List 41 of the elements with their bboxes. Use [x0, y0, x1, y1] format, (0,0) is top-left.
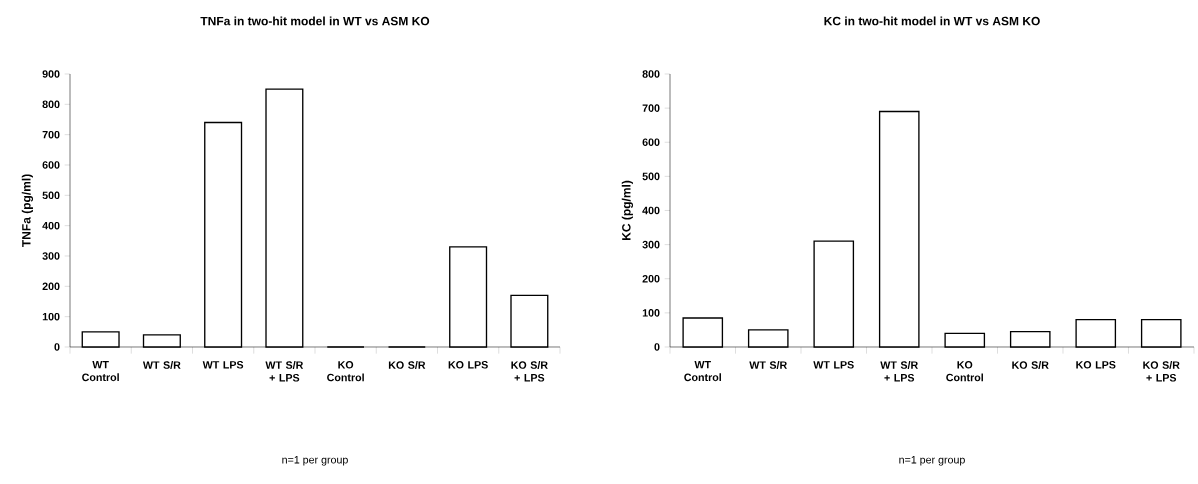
y-tick-label: 300: [42, 252, 60, 260]
x-tick-label: WT LPS: [813, 361, 854, 369]
x-tick-label: WT Control: [684, 361, 721, 382]
y-tick-label: 500: [42, 191, 60, 200]
x-tick-label: WT S/R: [142, 361, 181, 369]
y-tick-label: 300: [642, 240, 660, 249]
y-tick-label: 0: [54, 343, 60, 351]
y-tick-label: 800: [42, 100, 60, 109]
x-tick-label: KO S/R + LPS: [1143, 361, 1180, 382]
y-tick-label: 200: [642, 274, 660, 283]
y-tick-label: 900: [42, 70, 60, 78]
x-tick-label: KO Control: [327, 361, 364, 382]
y-tick-label: 800: [642, 70, 660, 78]
y-axis-title: KC (pg/ml): [621, 180, 634, 241]
x-tick-label: KO LPS: [1076, 361, 1116, 369]
y-axis-title: TNFa (pg/ml): [21, 174, 34, 248]
y-tick-label: 600: [42, 161, 60, 169]
x-tick-label: WT S/R + LPS: [880, 361, 918, 382]
y-tick-label: 500: [642, 172, 660, 181]
chart-title: KC in two-hit model in WT vs ASM KO: [824, 16, 1040, 26]
x-tick-label: KO Control: [946, 361, 983, 382]
y-tick-label: 0: [654, 343, 660, 351]
y-tick-label: 700: [642, 104, 660, 112]
y-tick-label: 100: [42, 312, 60, 321]
x-tick-label: KO S/R + LPS: [511, 361, 548, 382]
x-tick-label: WT Control: [82, 361, 119, 382]
x-tick-label: KO S/R: [1012, 361, 1049, 369]
y-tick-label: 600: [642, 138, 660, 147]
x-tick-label: KO S/R: [388, 361, 426, 369]
text: n=1 per group: [282, 456, 348, 466]
chart-title: TNFa in two-hit model in WT vs ASM KO: [200, 16, 430, 26]
x-tick-label: WT S/R: [749, 361, 787, 369]
x-tick-label: KO LPS: [448, 361, 488, 369]
y-tick-label: 400: [642, 206, 660, 215]
y-tick-label: 700: [42, 130, 60, 139]
y-tick-label: 100: [642, 309, 660, 317]
text: n=1 per group: [899, 456, 965, 466]
x-tick-label: WT LPS: [202, 361, 244, 369]
y-tick-label: 200: [42, 282, 60, 291]
y-tick-label: 400: [42, 221, 60, 230]
x-tick-label: WT S/R + LPS: [265, 361, 304, 382]
